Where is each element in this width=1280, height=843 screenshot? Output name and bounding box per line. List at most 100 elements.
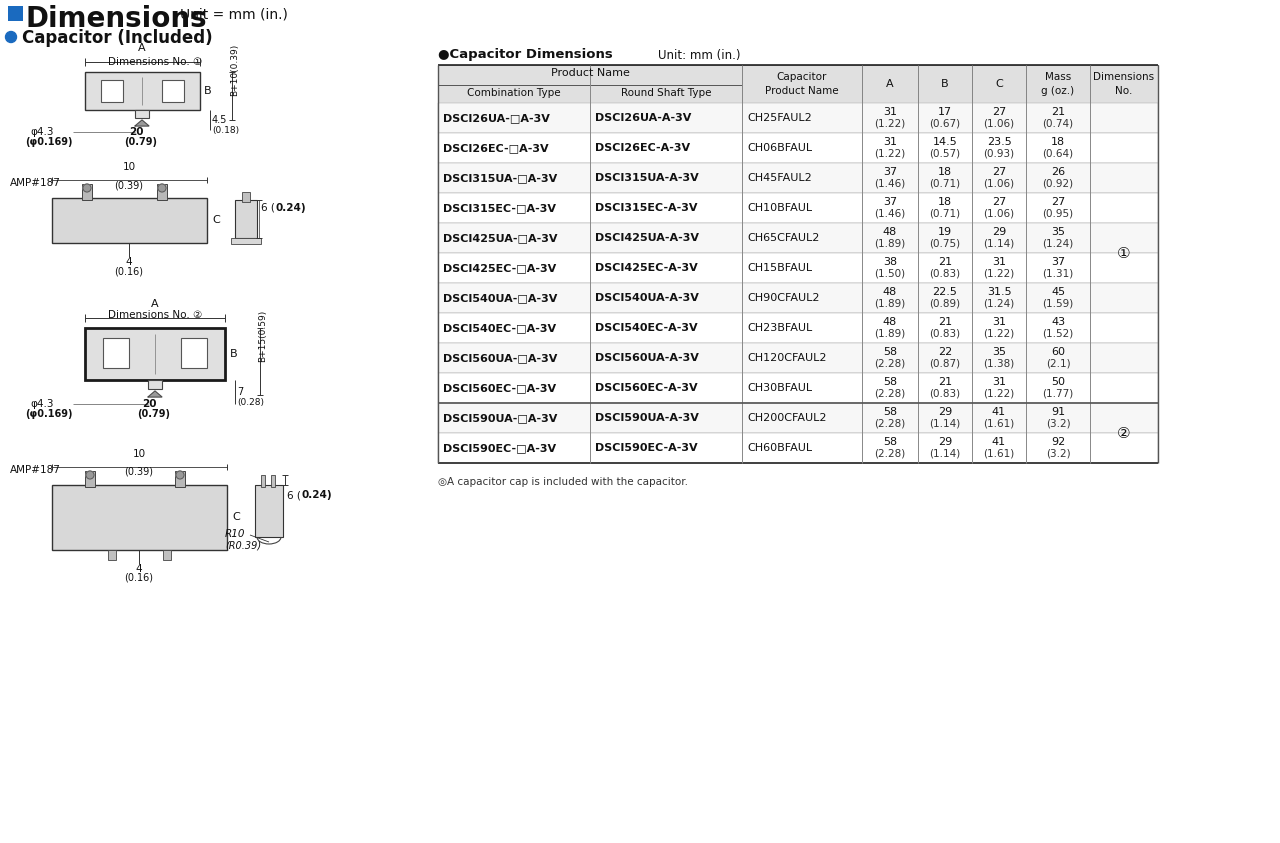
Text: 10: 10 — [123, 162, 136, 172]
Bar — [236, 200, 257, 238]
Text: (1.31): (1.31) — [1042, 269, 1074, 279]
Text: DSCI425UA-A-3V: DSCI425UA-A-3V — [595, 233, 699, 243]
Text: (1.06): (1.06) — [983, 179, 1015, 189]
Text: C: C — [212, 215, 220, 225]
Text: (1.61): (1.61) — [983, 419, 1015, 429]
Text: 58: 58 — [883, 437, 897, 447]
Text: DSCI560UA-A-3V: DSCI560UA-A-3V — [595, 353, 699, 363]
Text: (φ0.169): (φ0.169) — [26, 137, 73, 147]
Text: 37: 37 — [1051, 257, 1065, 267]
Text: (1.61): (1.61) — [983, 449, 1015, 459]
Text: DSCI315UA-□A-3V: DSCI315UA-□A-3V — [443, 173, 557, 183]
Text: ②: ② — [1117, 426, 1130, 441]
Text: AMP#187: AMP#187 — [10, 178, 61, 188]
Text: A: A — [886, 79, 893, 89]
Bar — [1027, 65, 1091, 103]
Text: Capacitor: Capacitor — [777, 72, 827, 82]
Text: 27: 27 — [992, 107, 1006, 117]
Text: (0.79): (0.79) — [137, 409, 170, 419]
Text: (1.59): (1.59) — [1042, 299, 1074, 309]
Text: Capacitor (Included): Capacitor (Included) — [22, 29, 212, 47]
Text: CH15BFAUL: CH15BFAUL — [748, 263, 812, 273]
Text: 26: 26 — [1051, 167, 1065, 177]
Text: (φ0.169): (φ0.169) — [26, 409, 73, 419]
Bar — [102, 338, 129, 368]
Text: CH25FAUL2: CH25FAUL2 — [748, 113, 812, 123]
Text: (0.16): (0.16) — [114, 266, 143, 276]
Text: 6 (: 6 ( — [287, 490, 301, 500]
Text: 35: 35 — [1051, 227, 1065, 237]
Text: 37: 37 — [883, 197, 897, 207]
Text: (1.38): (1.38) — [983, 359, 1015, 369]
Bar — [180, 338, 207, 368]
Text: (0.39): (0.39) — [124, 467, 154, 477]
Text: 27: 27 — [992, 167, 1006, 177]
Text: (1.52): (1.52) — [1042, 329, 1074, 339]
Bar — [438, 133, 1158, 163]
Text: B+10(0.39): B+10(0.39) — [230, 44, 239, 96]
Bar — [438, 103, 1158, 133]
Text: (0.83): (0.83) — [929, 389, 960, 399]
Text: (0.67): (0.67) — [929, 119, 960, 129]
Text: 22.5: 22.5 — [933, 287, 957, 297]
Text: 43: 43 — [1051, 317, 1065, 327]
Text: 4.5: 4.5 — [212, 115, 228, 125]
Text: (0.93): (0.93) — [983, 149, 1015, 159]
Text: 21: 21 — [1051, 107, 1065, 117]
Text: (0.18): (0.18) — [212, 126, 239, 135]
Text: DSCI315UA-A-3V: DSCI315UA-A-3V — [595, 173, 699, 183]
Text: (3.2): (3.2) — [1046, 419, 1070, 429]
Text: Round Shaft Type: Round Shaft Type — [621, 88, 712, 98]
Text: Unit: mm (in.): Unit: mm (in.) — [658, 49, 741, 62]
Text: 41: 41 — [992, 407, 1006, 417]
Text: (0.57): (0.57) — [929, 149, 960, 159]
Bar — [230, 238, 261, 244]
Text: (1.77): (1.77) — [1042, 389, 1074, 399]
Text: B+15(0.59): B+15(0.59) — [259, 309, 268, 362]
Text: DSCI26EC-□A-3V: DSCI26EC-□A-3V — [443, 143, 549, 153]
Text: (3.2): (3.2) — [1046, 449, 1070, 459]
Bar — [242, 192, 250, 202]
Text: (1.14): (1.14) — [929, 449, 960, 459]
Text: CH60BFAUL: CH60BFAUL — [748, 443, 812, 453]
Text: No.: No. — [1115, 86, 1133, 96]
Text: 29: 29 — [938, 437, 952, 447]
Text: Mass: Mass — [1044, 72, 1071, 82]
Text: A: A — [151, 299, 159, 309]
Text: A: A — [138, 43, 146, 53]
Circle shape — [157, 184, 166, 192]
Text: 48: 48 — [883, 317, 897, 327]
Bar — [438, 343, 1158, 373]
Bar — [175, 471, 186, 487]
Bar — [101, 80, 123, 102]
Text: Dimensions: Dimensions — [1093, 72, 1155, 82]
Text: (0.71): (0.71) — [929, 179, 960, 189]
Text: DSCI540UA-□A-3V: DSCI540UA-□A-3V — [443, 293, 557, 303]
Text: CH120CFAUL2: CH120CFAUL2 — [748, 353, 827, 363]
Bar — [438, 163, 1158, 193]
Text: Unit = mm (in.): Unit = mm (in.) — [180, 7, 288, 21]
Text: 0.24): 0.24) — [275, 203, 306, 213]
Text: (1.46): (1.46) — [874, 209, 906, 219]
Text: (1.14): (1.14) — [983, 239, 1015, 249]
Text: 48: 48 — [883, 227, 897, 237]
Text: CH200CFAUL2: CH200CFAUL2 — [748, 413, 827, 423]
Bar — [8, 6, 23, 21]
Text: (1.89): (1.89) — [874, 239, 906, 249]
Text: 27: 27 — [1051, 197, 1065, 207]
Bar — [84, 328, 225, 380]
Text: DSCI540EC-A-3V: DSCI540EC-A-3V — [595, 323, 698, 333]
Text: (1.89): (1.89) — [874, 329, 906, 339]
Bar — [261, 475, 265, 487]
Bar — [163, 550, 172, 560]
Text: (1.24): (1.24) — [983, 299, 1015, 309]
Bar — [52, 198, 207, 243]
Text: 7: 7 — [237, 387, 243, 397]
Text: (0.16): (0.16) — [124, 573, 154, 583]
Bar — [438, 193, 1158, 223]
Text: CH45FAUL2: CH45FAUL2 — [748, 173, 812, 183]
Text: (0.83): (0.83) — [929, 329, 960, 339]
Text: (2.28): (2.28) — [874, 419, 906, 429]
Text: DSCI560EC-□A-3V: DSCI560EC-□A-3V — [443, 383, 556, 393]
Text: B: B — [204, 86, 211, 96]
